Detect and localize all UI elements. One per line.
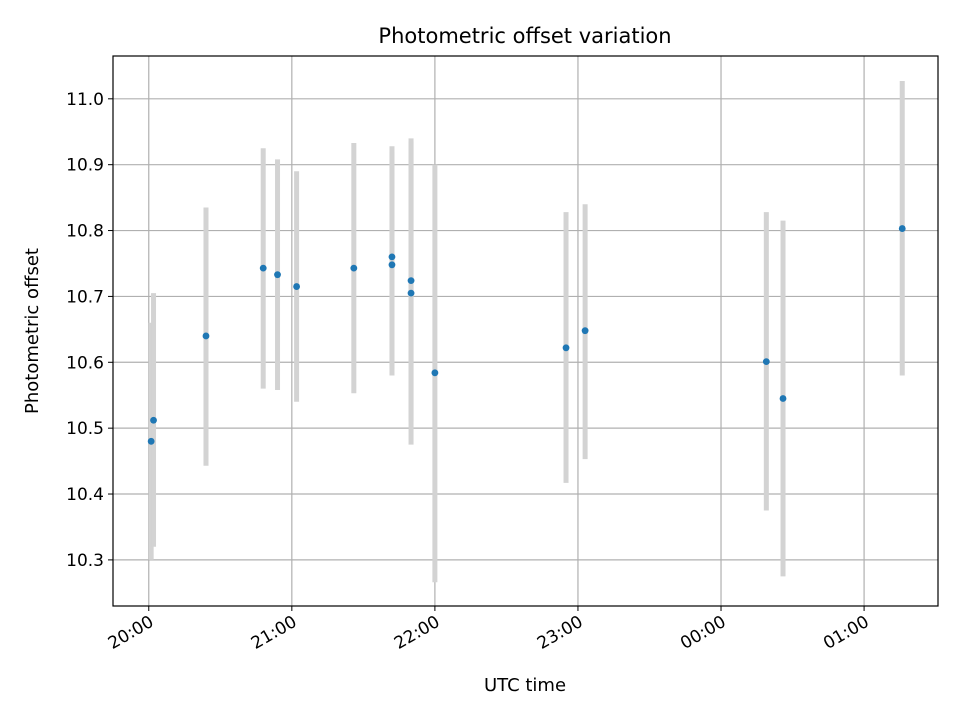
data-point: [202, 332, 210, 340]
data-point: [407, 277, 415, 285]
y-tick-label: 11.0: [66, 90, 104, 110]
y-axis: 10.3 10.4 10.5 10.6 10.7 10.8 10.9 11.0: [66, 90, 113, 571]
data-point: [150, 416, 157, 424]
data-points: [147, 225, 906, 445]
data-point: [407, 289, 415, 297]
data-point: [581, 327, 589, 335]
data-point: [274, 271, 281, 279]
data-point: [293, 283, 300, 290]
data-point: [147, 437, 155, 445]
x-axis-title: UTC time: [484, 675, 566, 696]
plot-frame: [112, 55, 939, 607]
y-tick-label: 10.4: [66, 485, 104, 505]
y-axis-title: Photometric offset: [22, 248, 43, 414]
y-tick-label: 10.3: [66, 551, 104, 571]
data-point: [762, 358, 770, 366]
y-tick-label: 10.5: [66, 419, 104, 439]
data-point: [350, 264, 358, 272]
data-point: [779, 395, 787, 402]
data-point: [259, 264, 267, 272]
y-tick-label: 10.8: [66, 222, 104, 242]
data-point: [388, 261, 396, 269]
y-tick-label: 10.6: [66, 353, 104, 373]
y-tick-label: 10.9: [66, 156, 104, 176]
data-point: [388, 253, 396, 261]
data-point: [898, 225, 906, 232]
y-tick-label: 10.7: [66, 287, 104, 307]
data-point: [562, 344, 570, 352]
data-point: [431, 369, 439, 377]
grid: [113, 56, 938, 606]
chart-title: Photometric offset variation: [378, 24, 671, 48]
